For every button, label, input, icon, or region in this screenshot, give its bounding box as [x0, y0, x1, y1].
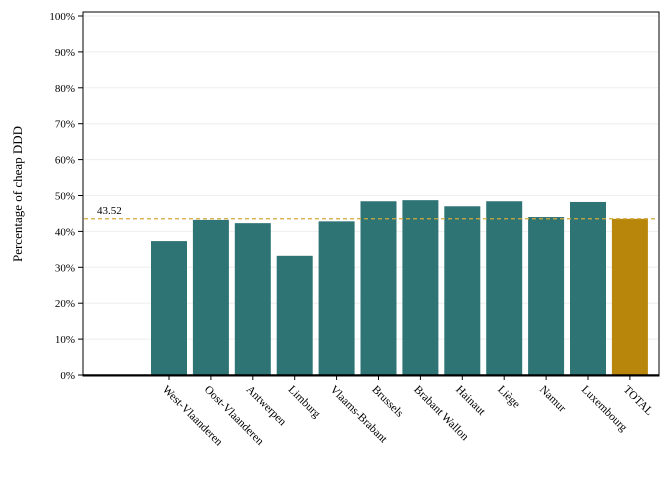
- y-tick-label: 50%: [55, 191, 75, 203]
- y-tick-label: 60%: [55, 155, 75, 167]
- x-tick-label: TOTAL: [621, 384, 655, 418]
- y-tick-label: 90%: [55, 47, 75, 59]
- y-tick-label: 40%: [55, 226, 75, 238]
- reference-line-label: 43.52: [97, 205, 122, 217]
- x-tick-label: Liège: [495, 384, 522, 411]
- y-tick-label: 0%: [60, 370, 75, 382]
- bar-4: [318, 221, 355, 375]
- bar-0: [151, 241, 187, 375]
- bar-9: [528, 217, 565, 375]
- bar-7: [444, 206, 481, 375]
- y-tick-label: 20%: [55, 298, 75, 310]
- bar-8: [486, 201, 523, 375]
- bar-3: [276, 255, 313, 375]
- x-tick-label: Limburg: [286, 384, 323, 421]
- x-tick-label: Namur: [537, 384, 568, 415]
- bar-10: [570, 201, 606, 375]
- bar-1: [192, 219, 229, 375]
- y-tick-label: 100%: [49, 11, 75, 23]
- x-tick-label: Antwerpen: [244, 384, 289, 429]
- y-tick-label: 70%: [55, 119, 75, 131]
- bar-6: [402, 200, 439, 375]
- reference-line-group: 43.52: [84, 205, 658, 220]
- x-axis-ticks: West-VlaanderenOost-VlaanderenAntwerpenL…: [160, 375, 655, 449]
- bar-11: [611, 218, 648, 375]
- y-axis-title: Percentage of cheap DDD: [10, 126, 25, 262]
- x-tick-label: Brussels: [369, 384, 405, 420]
- y-axis-ticks: 0% 10% 20% 30% 40% 50% 60% 70% 80% 90% 100%: [49, 11, 83, 382]
- y-tick-label: 10%: [55, 334, 75, 346]
- bar-5: [360, 201, 397, 375]
- y-tick-label: 80%: [55, 83, 75, 95]
- y-tick-label: 30%: [55, 262, 75, 274]
- bars: [151, 200, 648, 375]
- x-tick-label: Hainaut: [453, 384, 488, 419]
- bar-2: [234, 223, 271, 375]
